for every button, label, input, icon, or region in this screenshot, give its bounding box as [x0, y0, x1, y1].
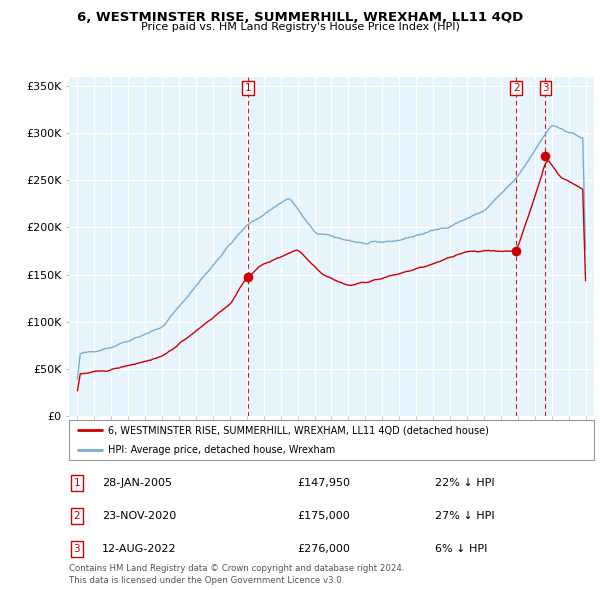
- Text: 1: 1: [245, 83, 251, 93]
- Text: 12-AUG-2022: 12-AUG-2022: [102, 544, 176, 553]
- Text: 28-JAN-2005: 28-JAN-2005: [102, 478, 172, 487]
- Text: 23-NOV-2020: 23-NOV-2020: [102, 511, 176, 520]
- Text: 6% ↓ HPI: 6% ↓ HPI: [435, 544, 487, 553]
- Text: HPI: Average price, detached house, Wrexham: HPI: Average price, detached house, Wrex…: [109, 445, 335, 455]
- Text: £276,000: £276,000: [297, 544, 350, 553]
- Text: 6, WESTMINSTER RISE, SUMMERHILL, WREXHAM, LL11 4QD (detached house): 6, WESTMINSTER RISE, SUMMERHILL, WREXHAM…: [109, 425, 489, 435]
- Text: 3: 3: [73, 544, 80, 553]
- Text: £175,000: £175,000: [297, 511, 350, 520]
- Text: 6, WESTMINSTER RISE, SUMMERHILL, WREXHAM, LL11 4QD: 6, WESTMINSTER RISE, SUMMERHILL, WREXHAM…: [77, 11, 523, 24]
- Text: Contains HM Land Registry data © Crown copyright and database right 2024.
This d: Contains HM Land Registry data © Crown c…: [69, 565, 404, 585]
- Text: 2: 2: [513, 83, 520, 93]
- Text: 3: 3: [542, 83, 548, 93]
- Text: Price paid vs. HM Land Registry's House Price Index (HPI): Price paid vs. HM Land Registry's House …: [140, 22, 460, 32]
- Text: 22% ↓ HPI: 22% ↓ HPI: [435, 478, 494, 487]
- Text: 1: 1: [73, 478, 80, 487]
- Text: 27% ↓ HPI: 27% ↓ HPI: [435, 511, 494, 520]
- Text: 2: 2: [73, 511, 80, 520]
- Text: £147,950: £147,950: [297, 478, 350, 487]
